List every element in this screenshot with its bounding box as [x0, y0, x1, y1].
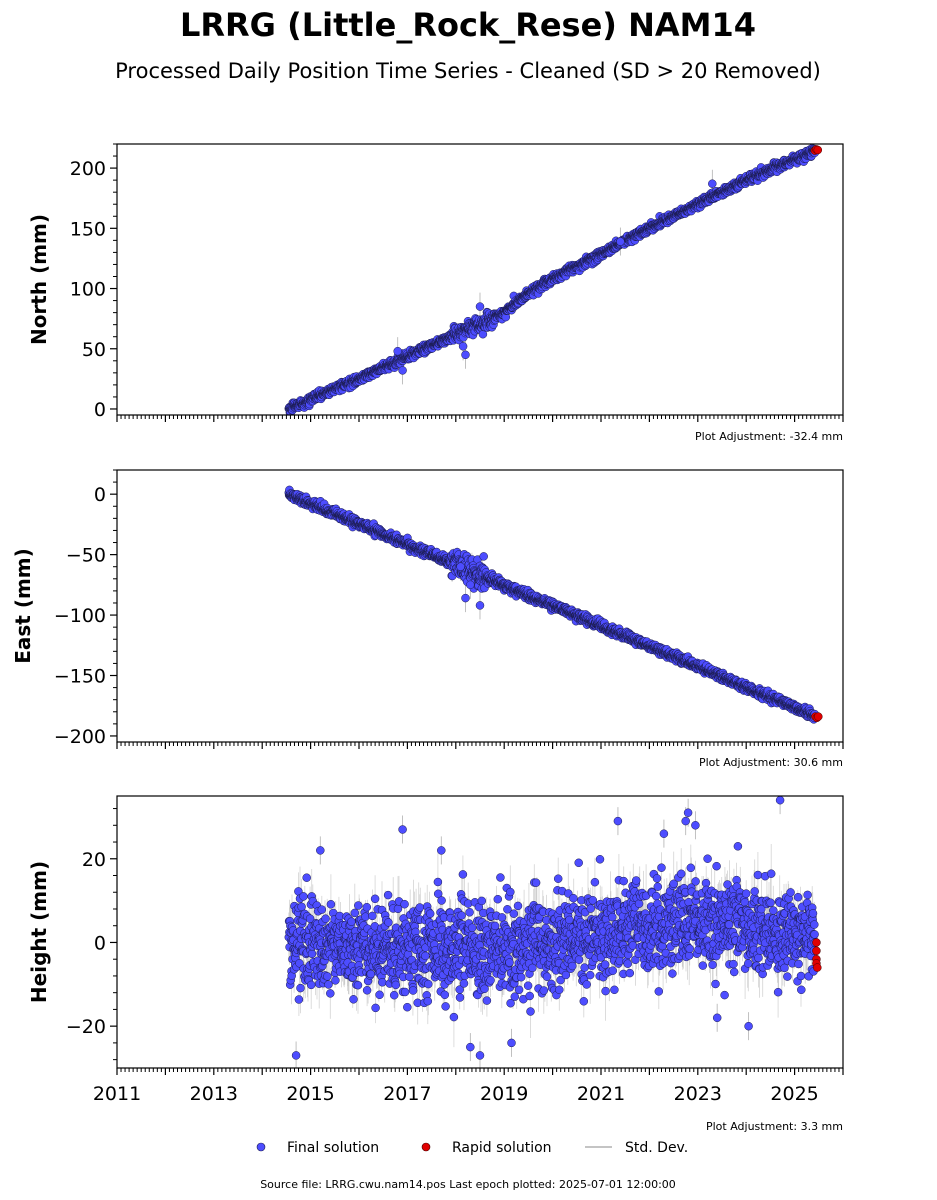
north-outlier-point	[461, 350, 470, 360]
chart-subtitle: Processed Daily Position Time Series - C…	[115, 59, 821, 83]
north-y-tick-label: 200	[70, 158, 106, 180]
north-outlier-point	[398, 366, 407, 375]
north-plot-area	[284, 144, 823, 415]
north-y-tick-label: 150	[70, 218, 106, 240]
north-rapid-point	[813, 145, 823, 155]
east-plot-area	[284, 485, 823, 724]
east-final-point	[479, 552, 488, 561]
north-y-tick-label: 0	[94, 399, 106, 421]
east-final-points	[284, 485, 820, 724]
north-outlier-point	[616, 237, 625, 246]
chart-title: LRRG (Little_Rock_Rese) NAM14	[180, 6, 756, 44]
north-outlier-point	[708, 179, 717, 188]
north-y-axis-label: North (mm)	[27, 214, 51, 345]
north-rapid-points	[810, 145, 823, 155]
north-y-tick-label: 100	[70, 279, 106, 301]
north-outlier-point	[458, 342, 468, 351]
north-y-tick-label: 50	[82, 339, 106, 361]
north-outlier-point	[475, 302, 485, 311]
north-panel: 0 50 100 150 200 North (mm)	[27, 143, 844, 422]
north-final-points	[284, 144, 820, 415]
north-outlier-point	[393, 346, 402, 356]
